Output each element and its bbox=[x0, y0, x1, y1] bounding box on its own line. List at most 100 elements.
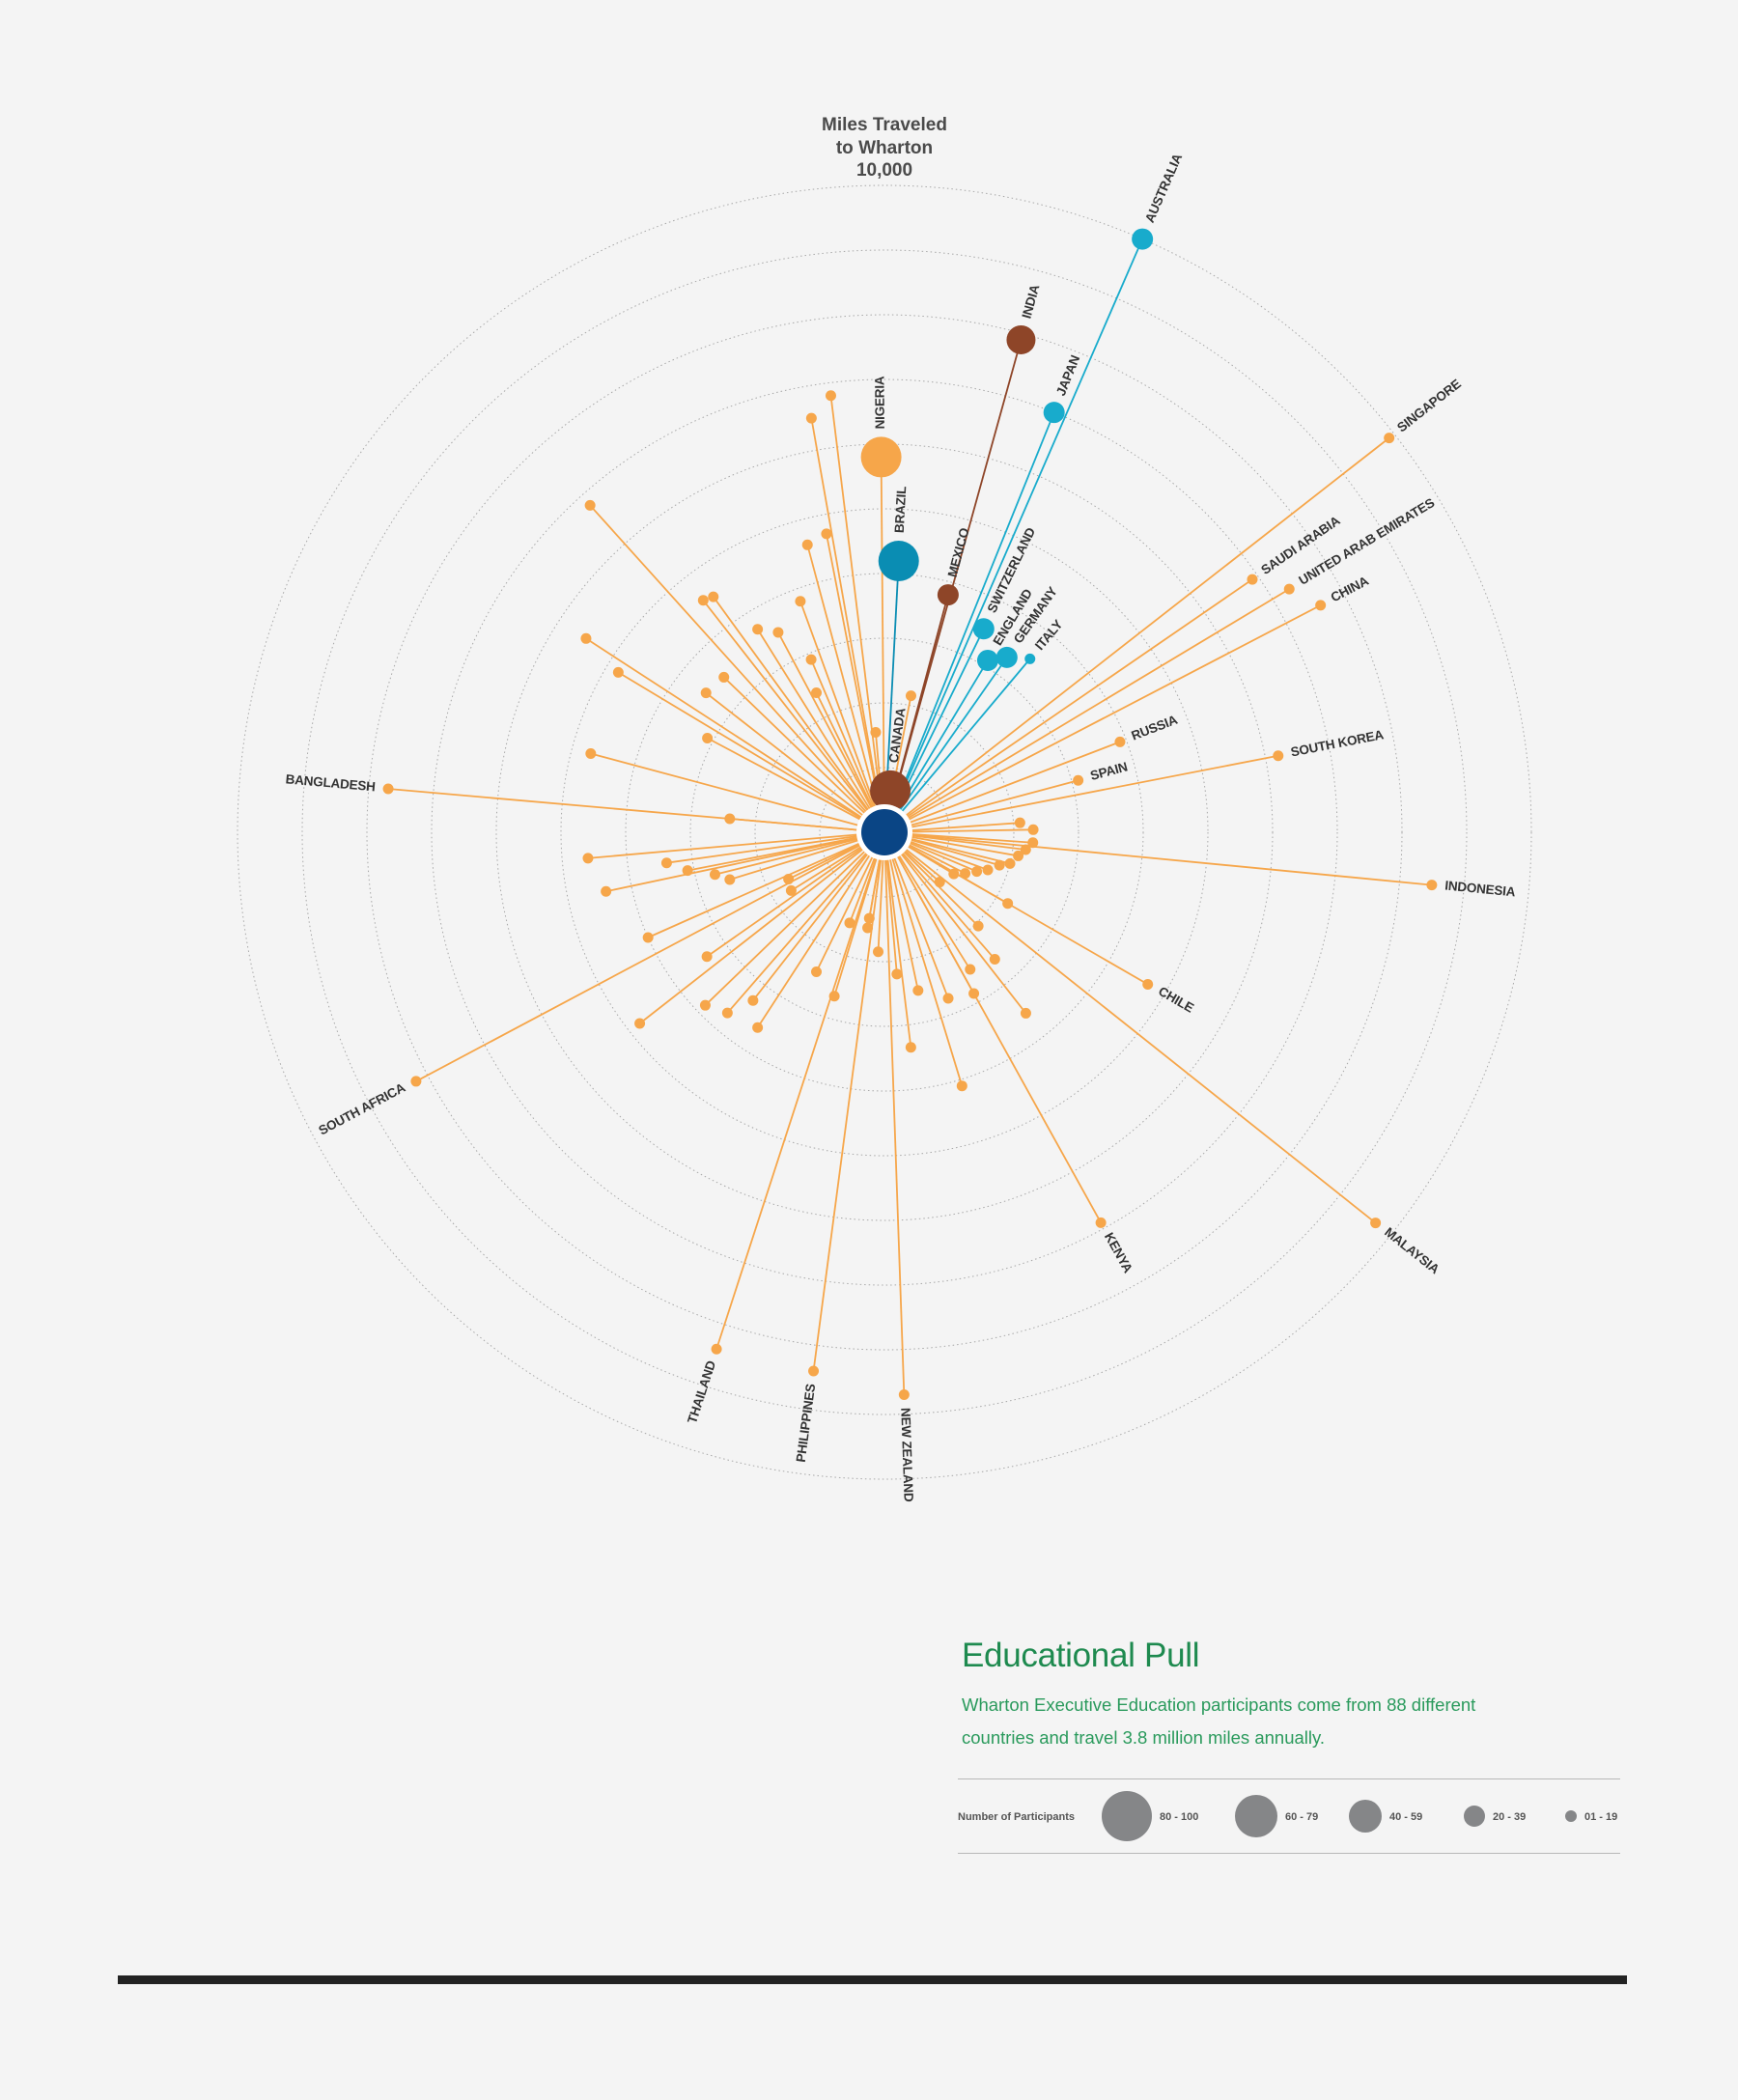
country-dot bbox=[699, 999, 711, 1011]
spoke-south-africa bbox=[415, 831, 885, 1082]
country-dot bbox=[942, 993, 954, 1004]
spoke-line bbox=[585, 637, 885, 833]
country-dot bbox=[601, 885, 612, 897]
label-australia: AUSTRALIA bbox=[1142, 151, 1185, 224]
spoke-line bbox=[707, 737, 885, 833]
country-dot bbox=[960, 868, 971, 880]
distance-ring bbox=[301, 249, 1468, 1415]
country-dot bbox=[747, 994, 759, 1006]
country-dot bbox=[982, 864, 994, 876]
dot-brazil bbox=[878, 540, 919, 581]
spoke-bangladesh bbox=[387, 788, 885, 833]
label-singapore: SINGAPORE bbox=[1394, 377, 1464, 435]
section-heading: Educational Pull bbox=[962, 1637, 1200, 1674]
spoke-line bbox=[713, 596, 885, 833]
country-dot bbox=[795, 596, 806, 607]
country-dot bbox=[1027, 824, 1039, 835]
label-mexico: MEXICO bbox=[945, 526, 972, 578]
country-dot bbox=[825, 390, 836, 402]
axis-title-line-2: to Wharton bbox=[836, 138, 933, 158]
dot-singapore bbox=[1384, 433, 1395, 444]
country-dot bbox=[580, 632, 592, 644]
country-dot bbox=[994, 859, 1005, 871]
spoke-russia bbox=[883, 741, 1121, 833]
country-dot bbox=[697, 595, 709, 606]
dot-germany bbox=[995, 646, 1018, 668]
label-nigeria: NIGERIA bbox=[872, 376, 886, 429]
label-bangladesh: BANGLADESH bbox=[285, 771, 376, 794]
country-dot bbox=[682, 865, 693, 877]
country-dot bbox=[956, 1080, 967, 1092]
distance-ring bbox=[689, 637, 1079, 1027]
distance-ring bbox=[495, 443, 1274, 1221]
spoke-south-korea bbox=[883, 754, 1278, 833]
country-dot bbox=[783, 873, 795, 884]
country-dot bbox=[891, 968, 903, 980]
spoke-line bbox=[726, 831, 885, 1014]
country-dot bbox=[934, 877, 945, 888]
country-dot bbox=[709, 869, 720, 881]
spoke-new-zealand bbox=[883, 831, 906, 1395]
spoke-line bbox=[777, 631, 885, 833]
spoke-malaysia bbox=[883, 831, 1377, 1224]
dot-united-arab-emirates bbox=[1283, 583, 1295, 595]
spokes bbox=[387, 238, 1432, 1395]
country-dot bbox=[965, 964, 976, 975]
dot-south-africa bbox=[410, 1076, 422, 1087]
country-dot bbox=[971, 866, 983, 878]
spoke-line bbox=[810, 658, 885, 833]
country-dot bbox=[989, 953, 1000, 965]
country-dot bbox=[634, 1018, 646, 1029]
country-dot bbox=[1013, 850, 1024, 861]
dot-australia bbox=[1132, 228, 1154, 250]
spoke-line bbox=[752, 831, 885, 1001]
country-dot bbox=[1020, 844, 1031, 855]
dot-india bbox=[1006, 324, 1036, 354]
label-chile: CHILE bbox=[1156, 984, 1196, 1016]
country-dot bbox=[724, 874, 736, 885]
legend-swatch-01-19 bbox=[1565, 1810, 1577, 1822]
spoke-line bbox=[756, 831, 885, 1028]
country-dot bbox=[1020, 1007, 1031, 1019]
label-south-korea: SOUTH KOREA bbox=[1289, 727, 1385, 759]
dot-england bbox=[976, 649, 998, 671]
axis-title-line-1: Miles Traveled bbox=[822, 115, 947, 135]
dot-malaysia bbox=[1370, 1218, 1382, 1229]
dot-philippines bbox=[808, 1365, 820, 1377]
dot-nigeria bbox=[860, 436, 902, 478]
country-dot bbox=[948, 868, 960, 880]
spoke-line bbox=[829, 395, 885, 833]
country-dot bbox=[863, 912, 875, 924]
country-dot bbox=[805, 654, 817, 665]
country-dot bbox=[873, 946, 884, 958]
country-dot bbox=[612, 666, 624, 678]
spoke-line bbox=[704, 831, 885, 1006]
distance-ring bbox=[625, 573, 1144, 1092]
legend-label-01-19: 01 - 19 bbox=[1584, 1811, 1617, 1823]
dot-italy bbox=[1024, 653, 1036, 664]
country-dot bbox=[752, 1022, 764, 1033]
label-philippines: PHILIPPINES bbox=[794, 1383, 819, 1463]
legend-label-40-59: 40 - 59 bbox=[1389, 1811, 1422, 1823]
legend-label-80-100: 80 - 100 bbox=[1160, 1811, 1198, 1823]
spoke-indonesia bbox=[883, 831, 1432, 886]
spoke-line bbox=[639, 831, 885, 1024]
dot-kenya bbox=[1095, 1217, 1107, 1228]
distance-rings bbox=[237, 184, 1532, 1480]
info-panel: Educational Pull Wharton Executive Educa… bbox=[962, 1637, 1622, 1754]
spoke-line bbox=[883, 831, 995, 961]
country-dot bbox=[801, 539, 813, 550]
label-new-zealand: NEW ZEALAND bbox=[898, 1408, 915, 1502]
spoke-japan bbox=[883, 411, 1055, 833]
dot-mexico bbox=[937, 584, 959, 606]
section-description: Wharton Executive Education participants… bbox=[962, 1694, 1476, 1748]
dot-chile bbox=[1142, 978, 1154, 990]
spoke-line bbox=[705, 691, 885, 833]
dot-russia bbox=[1114, 736, 1126, 747]
spoke-line bbox=[810, 417, 885, 833]
country-dot bbox=[1014, 817, 1025, 828]
dot-japan bbox=[1043, 402, 1065, 424]
spoke-china bbox=[883, 604, 1322, 833]
spoke-line bbox=[706, 831, 885, 958]
